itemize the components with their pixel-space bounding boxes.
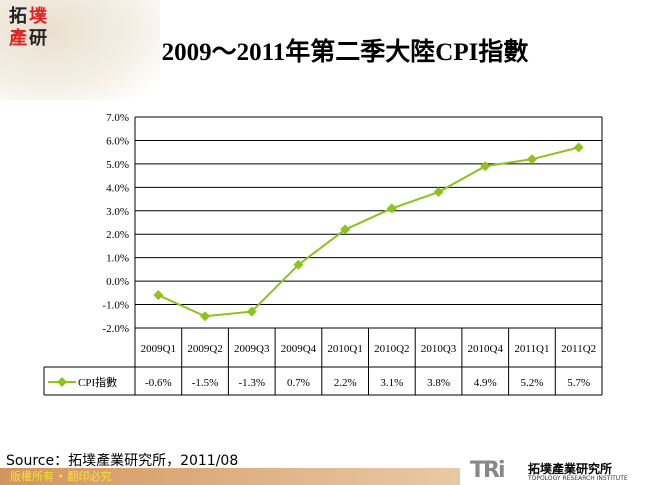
data-label: 2.2% [334, 377, 357, 389]
data-point [153, 290, 164, 301]
data-label: -0.6% [145, 377, 172, 389]
brand-mark: TRi [470, 458, 505, 483]
category-label: 2011Q1 [514, 343, 549, 355]
data-label: 0.7% [287, 377, 310, 389]
brand-logo: TRi 拓墣產業研究所 TOPOLOGY RESEARCH INSTITUTE [470, 458, 628, 483]
data-point [340, 224, 351, 235]
data-point [293, 259, 304, 270]
logo: 拓墣產研 [9, 6, 47, 49]
data-point [526, 154, 537, 165]
series-line [157, 146, 579, 318]
category-label: 2010Q2 [374, 343, 409, 355]
category-label: 2010Q4 [468, 343, 504, 355]
category-label: 2009Q1 [141, 343, 176, 355]
background-map [0, 0, 160, 100]
data-label: -1.3% [238, 377, 265, 389]
source-note: Source：拓墣產業研究所，2011/08 [6, 453, 239, 469]
data-point [386, 203, 397, 214]
data-label: 3.8% [427, 377, 450, 389]
data-point [573, 142, 584, 153]
data-point [433, 187, 444, 198]
page-title: 2009～2011年第二季大陸CPI指數 [161, 39, 529, 66]
legend-label: CPI指數 [78, 375, 117, 389]
copyright-footer: 版權所有 • 翻印必究 [0, 468, 460, 485]
y-tick-label: -1.0% [102, 300, 129, 312]
category-label: 2009Q2 [187, 343, 222, 355]
data-label: 3.1% [380, 377, 403, 389]
data-point [200, 311, 211, 322]
y-tick-label: 6.0% [106, 135, 129, 147]
data-label: 5.7% [567, 377, 590, 389]
y-tick-label: 2.0% [106, 229, 129, 241]
y-tick-label: 3.0% [106, 206, 129, 218]
data-point [246, 306, 257, 317]
category-label: 2009Q3 [234, 343, 270, 355]
y-tick-label: 4.0% [106, 182, 129, 194]
category-label: 2010Q1 [327, 343, 362, 355]
data-label: 4.9% [474, 377, 497, 389]
y-tick-label: 0.0% [106, 276, 129, 288]
y-tick-label: 5.0% [106, 159, 129, 171]
y-tick-label: -2.0% [102, 323, 129, 335]
data-label: 5.2% [520, 377, 543, 389]
data-label: -1.5% [192, 377, 219, 389]
y-tick-label: 1.0% [106, 253, 129, 265]
category-label: 2010Q3 [421, 343, 457, 355]
y-tick-label: 7.0% [106, 112, 129, 124]
data-point [480, 161, 491, 172]
category-label: 2009Q4 [281, 343, 317, 355]
legend-marker [57, 377, 67, 387]
category-label: 2011Q2 [561, 343, 596, 355]
